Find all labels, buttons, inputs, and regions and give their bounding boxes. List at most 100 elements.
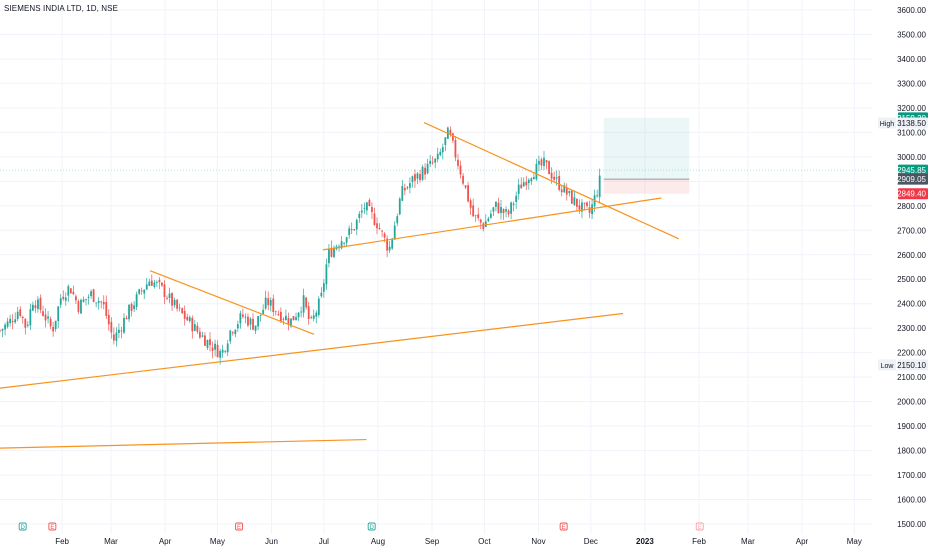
candle-body: [19, 309, 22, 316]
candle: [510, 201, 513, 220]
candle: [254, 325, 257, 335]
candle-body: [252, 318, 254, 330]
trendline[interactable]: [149, 270, 315, 335]
candle: [479, 218, 482, 230]
candle-body: [449, 129, 452, 135]
x-tick-label: Jul: [319, 537, 329, 546]
candle-body: [477, 214, 480, 219]
candles: [0, 126, 601, 365]
candle-body: [292, 316, 295, 321]
candle: [360, 203, 363, 218]
candle: [469, 198, 472, 216]
candle: [398, 197, 401, 216]
candle-body: [138, 289, 141, 294]
candle-body: [87, 296, 90, 298]
candle: [44, 308, 47, 328]
candle-body: [487, 218, 490, 222]
candle: [75, 294, 77, 304]
candle: [39, 294, 42, 314]
candle-body: [479, 219, 482, 223]
candle: [125, 315, 128, 320]
candle-body: [123, 317, 125, 333]
candle-body: [360, 210, 363, 213]
candle: [388, 241, 391, 254]
event-marker[interactable]: E: [559, 522, 568, 531]
candle-body: [575, 198, 578, 207]
candle-body: [312, 315, 315, 319]
candle-body: [505, 209, 507, 212]
candle-body: [391, 238, 394, 249]
stop-zone[interactable]: [603, 179, 690, 194]
candle-body: [140, 290, 143, 292]
x-tick-label: 2023: [636, 537, 654, 546]
trendline[interactable]: [0, 438, 367, 449]
candle: [67, 284, 70, 302]
x-tick-label: Aug: [371, 537, 385, 546]
candle: [214, 339, 216, 357]
candle: [596, 189, 599, 198]
candle-body: [196, 325, 199, 332]
candle: [226, 339, 229, 357]
candle-body: [239, 313, 242, 324]
y-axis[interactable]: 3600.00 3500.00 3400.00 3300.00 3200.00 3100.…: [897, 6, 926, 529]
candle-body: [540, 159, 543, 166]
candle-body: [92, 289, 95, 302]
candle: [105, 295, 108, 319]
event-marker-box: [18, 522, 27, 531]
event-marker[interactable]: E: [48, 522, 57, 531]
long-position-tool[interactable]: [603, 117, 690, 194]
candle-body: [297, 312, 300, 318]
candle-body: [295, 317, 297, 320]
candle: [282, 317, 285, 325]
candle: [492, 206, 495, 217]
event-marker-label: E: [237, 525, 241, 531]
x-axis[interactable]: Feb Mar Apr May Jun Jul Aug Sep Oct Nov Dec 2023 Feb…: [55, 537, 862, 546]
candle-body: [6, 321, 9, 327]
stop-badge-value: 2849.40: [897, 190, 926, 199]
candle: [474, 214, 477, 222]
candle-body: [186, 316, 189, 321]
candle: [563, 182, 566, 193]
candle-body: [247, 316, 249, 326]
candle: [459, 160, 462, 179]
candle-body: [429, 160, 432, 164]
candle-body: [267, 298, 270, 306]
candle: [452, 132, 454, 143]
entry-badge-value: 2909.05: [897, 175, 926, 184]
target-zone[interactable]: [603, 117, 690, 180]
candle-body: [507, 210, 510, 215]
candle-body: [229, 330, 232, 342]
trendlines[interactable]: [0, 122, 680, 449]
candle: [464, 185, 467, 190]
trendline[interactable]: [322, 197, 662, 251]
candle: [500, 199, 502, 220]
candle-body: [148, 281, 151, 286]
candle: [249, 317, 252, 330]
candle: [69, 287, 72, 294]
candle: [530, 177, 533, 185]
candle-body: [173, 300, 176, 306]
candle: [378, 223, 381, 230]
event-marker[interactable]: D: [367, 522, 376, 531]
candle: [211, 341, 214, 359]
candle-body: [426, 163, 429, 174]
candle: [37, 296, 39, 313]
candle-body: [21, 316, 24, 319]
event-marker[interactable]: E: [695, 522, 704, 531]
trendline[interactable]: [0, 312, 624, 389]
candle: [29, 303, 32, 331]
candle: [112, 327, 115, 345]
event-marker[interactable]: D: [18, 522, 27, 531]
event-marker[interactable]: E: [235, 522, 244, 531]
candle: [259, 314, 262, 322]
trendline[interactable]: [423, 122, 680, 240]
grid: [0, 0, 872, 534]
candle-body: [482, 223, 485, 230]
candle-body: [421, 166, 424, 180]
candle-body: [560, 189, 563, 193]
y-tick-label: 2300.00: [897, 324, 926, 333]
candle-body: [558, 175, 561, 190]
